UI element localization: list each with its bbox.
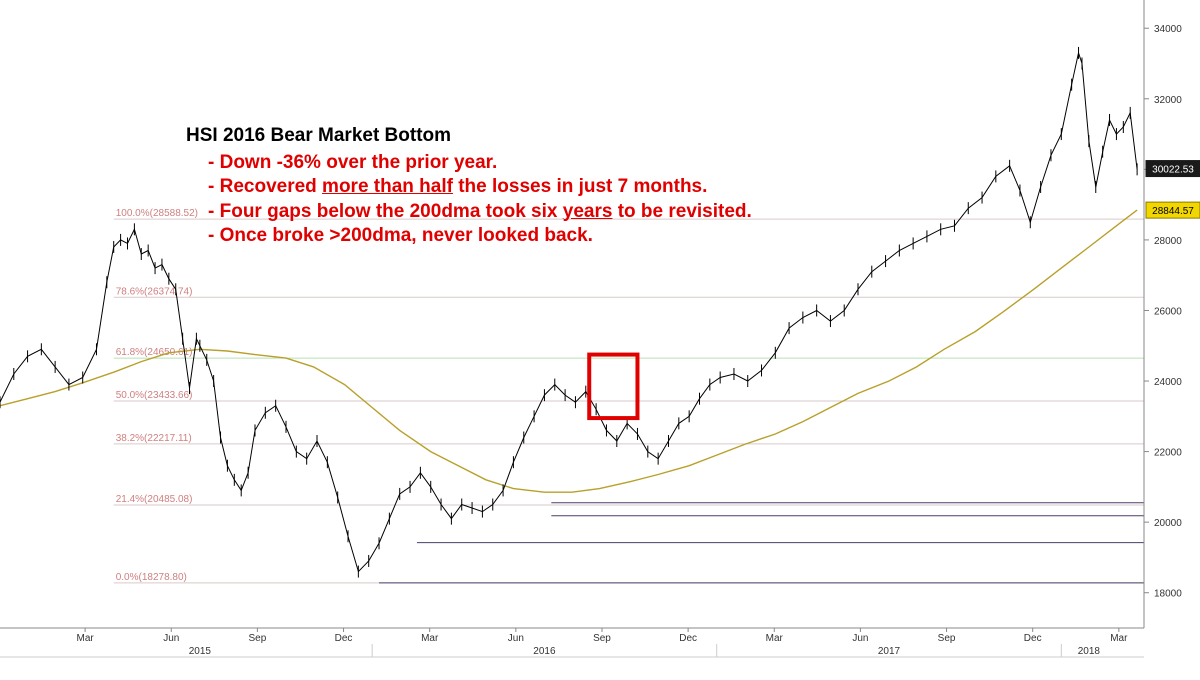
- price-label-text: 30022.53: [1152, 165, 1194, 176]
- fib-level-label: 61.8%(24650.61): [116, 347, 193, 358]
- y-tick-label: 18000: [1154, 589, 1182, 600]
- annotation-bullet: - Down -36% over the prior year.: [186, 151, 752, 176]
- price-line: [0, 51, 1138, 573]
- x-year-label: 2016: [533, 646, 556, 657]
- ma200-line: [0, 209, 1138, 493]
- fib-level-label: 100.0%(28588.52): [116, 208, 198, 219]
- annotation-text: the losses in just 7 months.: [452, 176, 708, 197]
- x-tick-label: Sep: [593, 633, 611, 644]
- annotation-emphasis: more than half: [322, 176, 453, 197]
- y-tick-label: 26000: [1154, 306, 1182, 317]
- annotation-text: - Four gaps below the 200dma took six: [208, 200, 563, 222]
- y-tick-label: 20000: [1154, 518, 1182, 529]
- x-tick-label: Jun: [508, 633, 524, 644]
- x-tick-label: Mar: [76, 633, 94, 644]
- x-tick-label: Dec: [679, 633, 697, 644]
- x-tick-label: Sep: [938, 633, 956, 644]
- x-tick-label: Mar: [421, 633, 439, 644]
- y-tick-label: 32000: [1154, 95, 1182, 106]
- y-tick-label: 22000: [1154, 448, 1182, 459]
- fib-level-label: 0.0%(18278.80): [116, 572, 187, 583]
- y-tick-label: 34000: [1154, 24, 1182, 35]
- fib-level-label: 78.6%(26374.74): [116, 286, 193, 297]
- x-tick-label: Mar: [1110, 633, 1128, 644]
- annotation-title: HSI 2016 Bear Market Bottom: [186, 125, 452, 146]
- annotation-emphasis: years: [562, 200, 613, 222]
- fib-level-label: 21.4%(20485.08): [116, 494, 193, 505]
- annotation-bullet: - Four gaps below the 200dma took six ye…: [186, 200, 752, 225]
- x-tick-label: Dec: [1024, 633, 1042, 644]
- price-label-box: [1145, 201, 1200, 219]
- annotation-text: to be revisited.: [612, 200, 752, 222]
- fib-level-label: 38.2%(22217.11): [116, 433, 192, 444]
- fib-level-label: 50.0%(23433.66): [116, 390, 193, 401]
- price-series: [0, 46, 1138, 578]
- x-year-label: 2015: [189, 646, 212, 657]
- highlight-box: [587, 352, 640, 421]
- x-tick-label: Mar: [766, 633, 784, 644]
- y-tick-label: 28000: [1154, 236, 1182, 247]
- x-year-label: 2018: [1078, 646, 1101, 657]
- price-label-box: [1145, 160, 1200, 178]
- x-tick-label: Jun: [163, 633, 179, 644]
- x-tick-label: Dec: [335, 633, 353, 644]
- annotation-text: - Once broke >200dma, never looked back.: [208, 225, 593, 246]
- x-tick-label: Jun: [852, 633, 868, 644]
- price-label-text: 28844.57: [1152, 206, 1194, 217]
- annotation-bullets: - Down -36% over the prior year. - Recove…: [186, 151, 752, 249]
- y-tick-label: 24000: [1154, 377, 1182, 388]
- annotation-bullet: - Once broke >200dma, never looked back.: [186, 224, 752, 249]
- annotation-text: - Down -36% over the prior year.: [208, 151, 498, 173]
- x-year-label: 2017: [878, 646, 901, 657]
- x-tick-label: Sep: [249, 633, 267, 644]
- annotation-text: - Recovered: [208, 176, 323, 197]
- annotation-box: HSI 2016 Bear Market Bottom - Down -36% …: [186, 124, 752, 249]
- annotation-bullet: - Recovered more than half the losses in…: [186, 175, 752, 200]
